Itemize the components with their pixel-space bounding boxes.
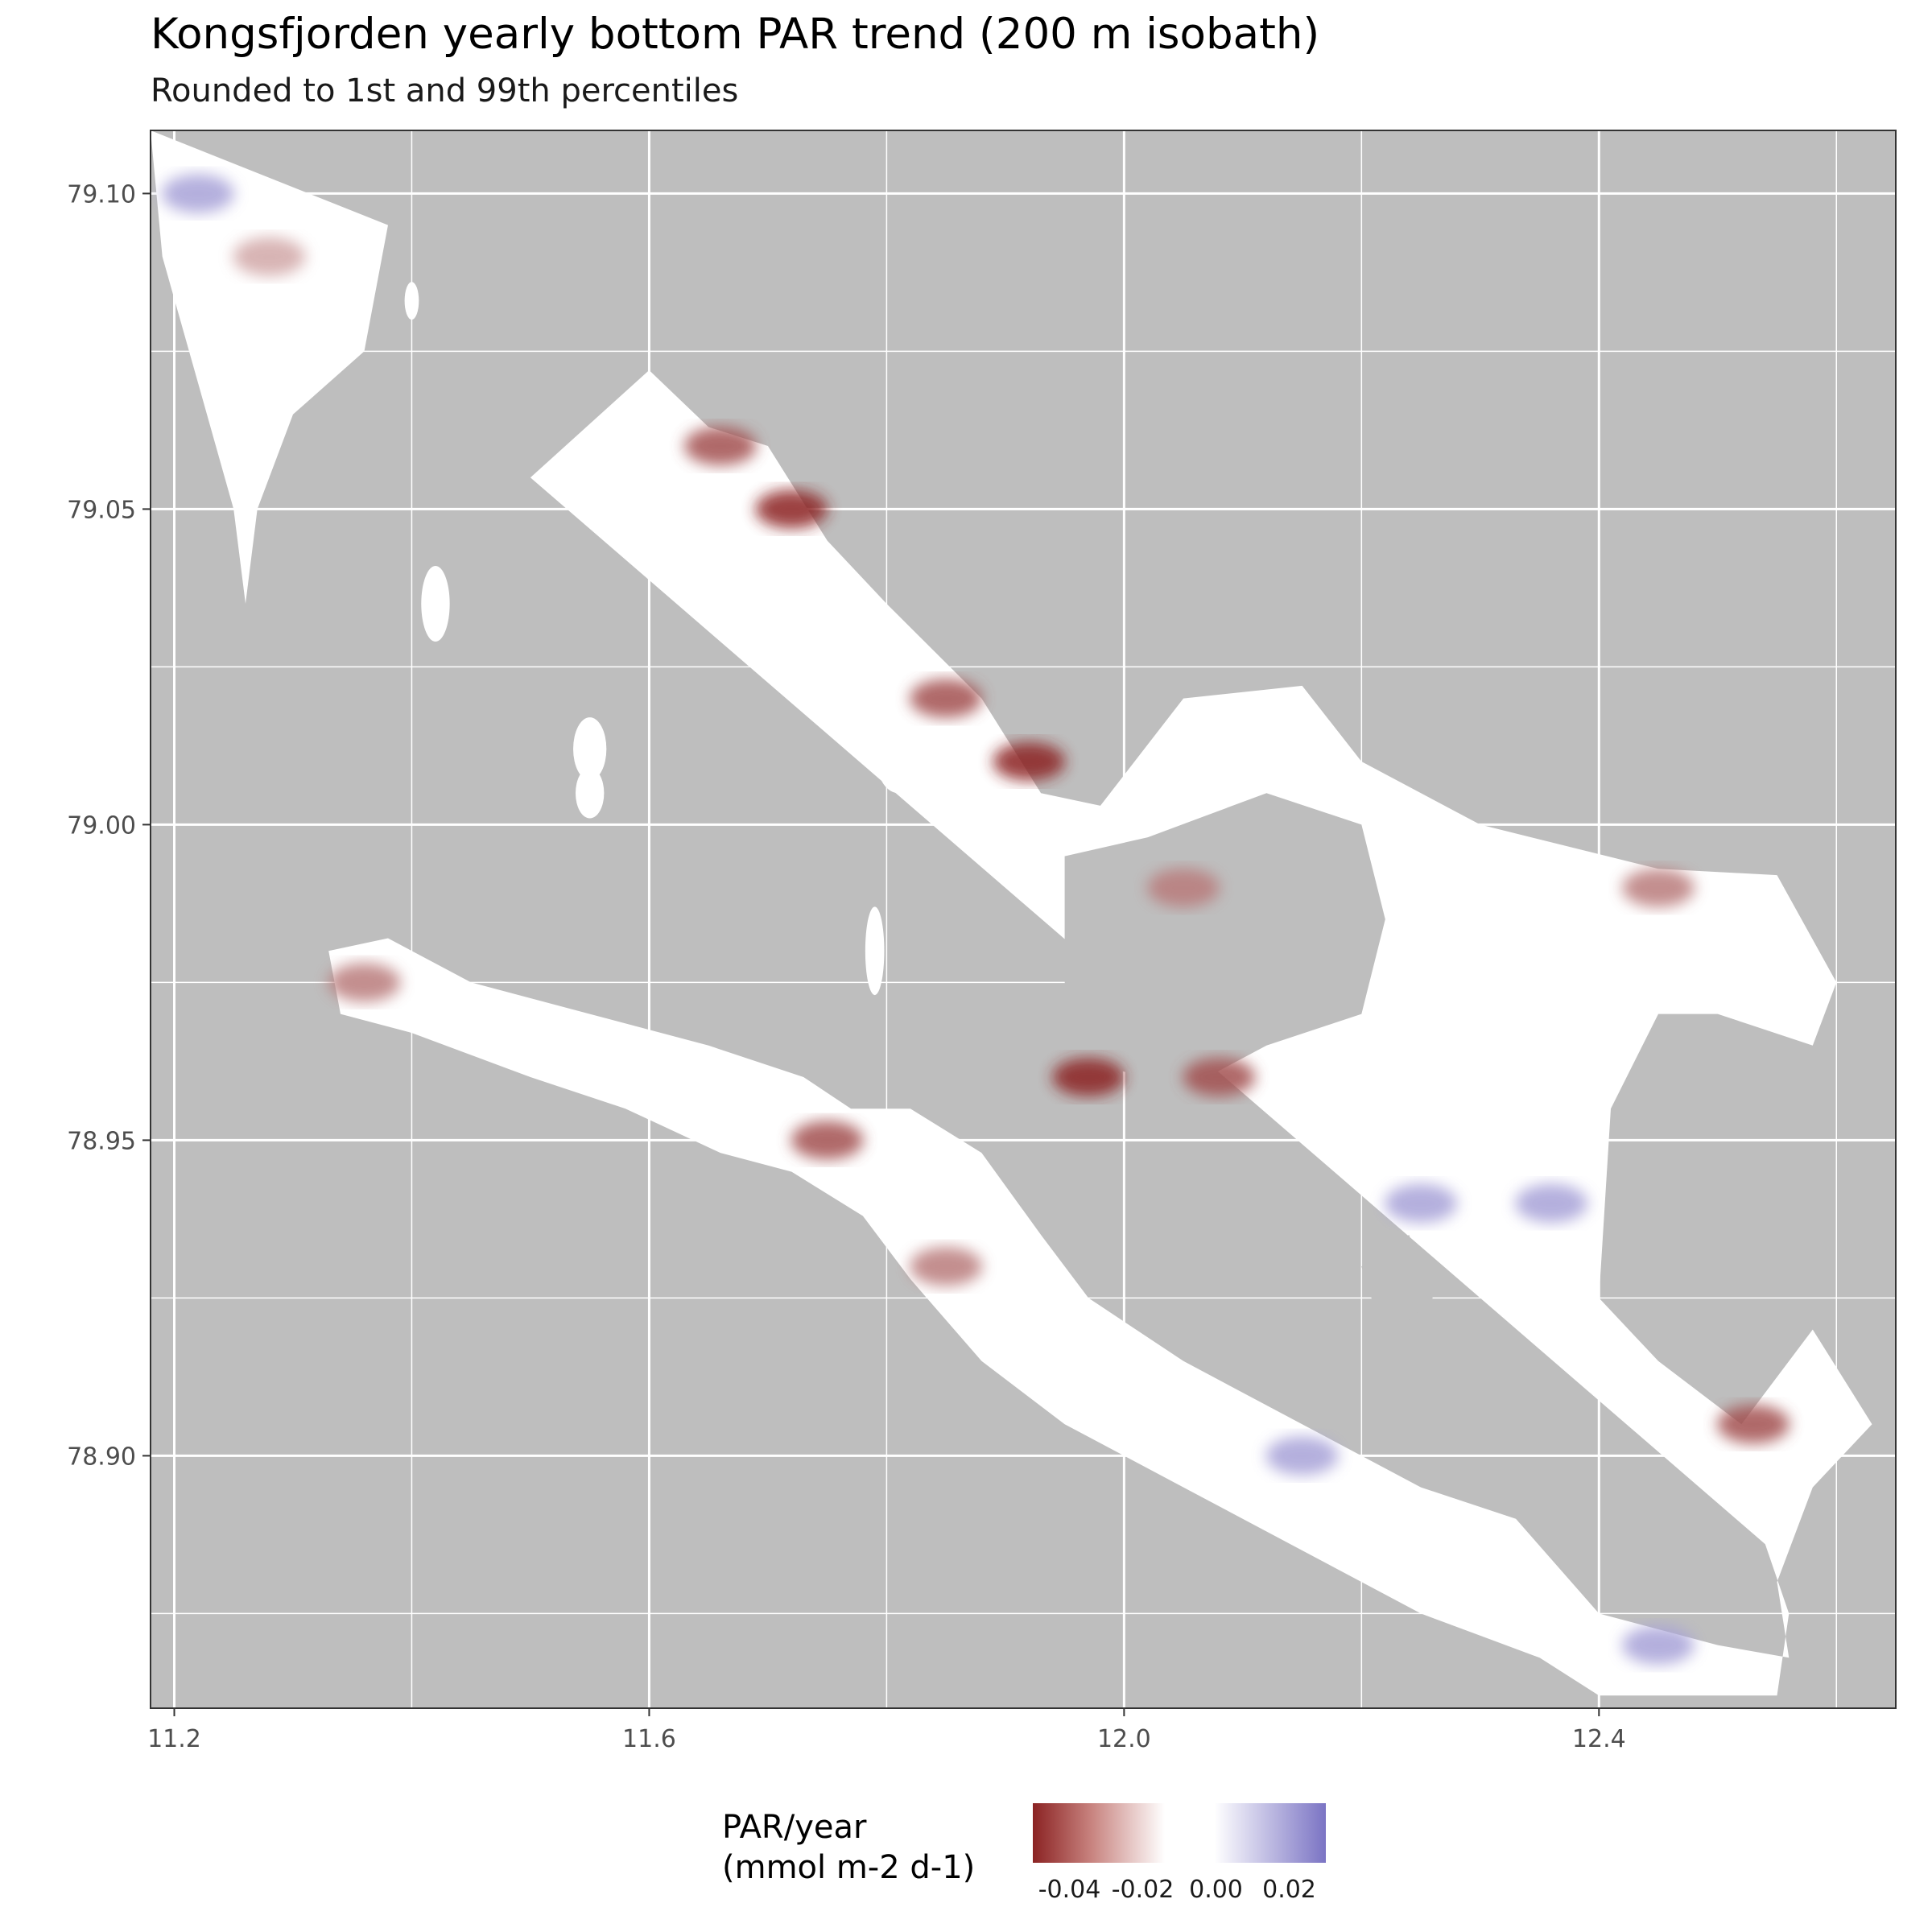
x-tick-label-1: 11.6: [622, 1725, 676, 1753]
legend-title: PAR/year (mmol m-2 d-1): [722, 1807, 975, 1888]
trend-cell-15: [1622, 1625, 1695, 1665]
trend-layer: [161, 174, 1790, 1665]
x-tick-label-2: 12.0: [1097, 1725, 1151, 1753]
water-patch-0: [421, 565, 450, 642]
trend-cell-1: [233, 237, 306, 276]
trend-cell-13: [1515, 1183, 1588, 1223]
legend-tick-1: -0.02: [1111, 1876, 1174, 1904]
trend-cell-12: [1385, 1183, 1458, 1223]
trend-cell-11: [910, 1247, 983, 1286]
island-0: [1064, 793, 1385, 1090]
water-patch-3: [877, 729, 920, 794]
water-patch-4: [865, 906, 885, 996]
y-tick-label-2: 79.00: [67, 811, 136, 840]
trend-cell-3: [755, 489, 828, 529]
x-tick-label-3: 12.4: [1572, 1725, 1626, 1753]
legend-title-line1: PAR/year: [722, 1809, 867, 1846]
trend-cell-17: [1622, 868, 1695, 907]
island-1: [1361, 1235, 1433, 1343]
trend-cell-10: [791, 1121, 864, 1160]
chart-title: Kongsfjorden yearly bottom PAR trend (20…: [151, 10, 1320, 59]
legend-tick-2: 0.00: [1189, 1876, 1243, 1904]
trend-cell-14: [1265, 1436, 1339, 1476]
legend-tick-0: -0.04: [1038, 1876, 1101, 1904]
trend-cell-8: [1183, 1058, 1256, 1096]
panel-border: [150, 130, 1897, 1709]
trend-cell-16: [1717, 1405, 1790, 1444]
water-patch-5: [404, 282, 419, 320]
trend-cell-5: [993, 742, 1066, 781]
water-patch-2: [575, 767, 605, 819]
trend-cell-0: [161, 174, 234, 213]
axis-ticks: 11.2 11.6 12.0 12.4 78.90 78.95 79.00 79.05 79.1…: [67, 180, 1626, 1753]
legend-title-line2: (mmol m-2 d-1): [722, 1849, 976, 1886]
trend-cell-2: [683, 427, 757, 465]
legend-tick-3: 0.02: [1262, 1876, 1316, 1904]
trend-cell-4: [910, 679, 983, 718]
y-tick-label-1: 78.95: [67, 1127, 136, 1155]
water-region-1: [328, 369, 1872, 1696]
trend-cell-7: [1052, 1058, 1125, 1096]
water-region-0: [151, 130, 388, 604]
trend-cell-6: [1147, 868, 1220, 907]
y-tick-label-3: 79.05: [67, 496, 136, 524]
trend-cell-9: [328, 963, 401, 1002]
water-patch-1: [573, 717, 607, 781]
legend-colorbar: [1033, 1803, 1326, 1863]
x-tick-label-0: 11.2: [147, 1725, 201, 1753]
y-tick-label-4: 79.10: [67, 180, 136, 208]
water-layer: [151, 130, 1872, 1696]
chart-subtitle: Rounded to 1st and 99th percentiles: [151, 72, 739, 109]
y-tick-label-0: 78.90: [67, 1443, 136, 1471]
